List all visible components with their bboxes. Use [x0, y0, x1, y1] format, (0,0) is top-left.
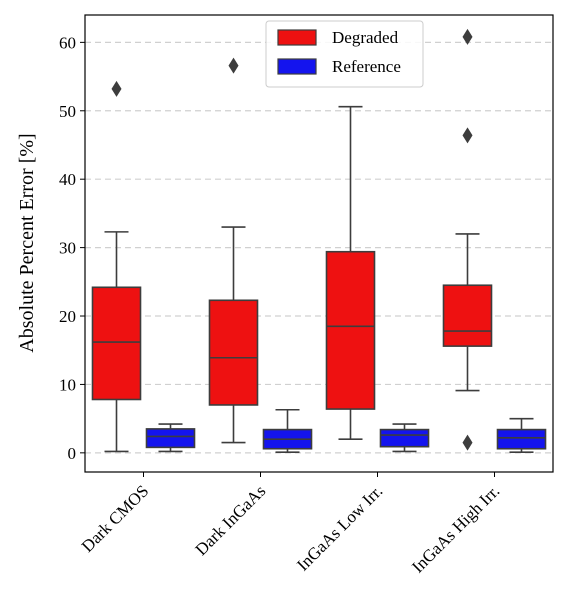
y-axis-label: Absolute Percent Error [%]: [16, 133, 38, 352]
legend-label-degraded: Degraded: [332, 28, 399, 47]
box-iqr: [91, 286, 142, 401]
x-tick-label: Dark InGaAs: [191, 481, 269, 559]
outlier-marker: [462, 28, 473, 45]
y-tick-label: 20: [59, 307, 76, 326]
box-iqr: [379, 428, 430, 448]
box-iqr: [208, 299, 259, 406]
box-iqr: [325, 250, 376, 410]
outlier-marker: [462, 434, 473, 451]
box-degraded: [325, 105, 376, 440]
y-tick-label: 10: [59, 375, 76, 394]
outlier-marker: [111, 80, 122, 97]
legend: Degraded Reference: [265, 20, 424, 88]
box-iqr: [496, 428, 547, 450]
box-reference: [379, 423, 430, 453]
legend-swatch-degraded: [277, 29, 317, 46]
x-tick-label: InGaAs Low Irr.: [293, 481, 386, 574]
grid-lines: [85, 41, 553, 454]
box-iqr: [442, 284, 493, 347]
box-reference: [145, 423, 196, 453]
box-degraded: [91, 80, 142, 453]
box-reference: [262, 408, 313, 453]
outlier-marker: [228, 57, 239, 74]
y-tick-label: 60: [59, 33, 76, 52]
x-tick-label: Dark CMOS: [78, 481, 153, 556]
box-reference: [496, 417, 547, 453]
box-degraded: [208, 57, 259, 444]
box-iqr: [145, 428, 196, 449]
y-tick-label: 30: [59, 239, 76, 258]
axes-frame: [84, 14, 554, 473]
legend-swatch-reference: [277, 58, 317, 75]
y-tick-label: 50: [59, 102, 76, 121]
plot-area: [91, 28, 547, 453]
outlier-marker: [462, 127, 473, 144]
y-tick-label: 0: [68, 444, 77, 463]
box-degraded: [442, 28, 493, 451]
x-tick-label: InGaAs High Irr.: [408, 481, 503, 576]
legend-label-reference: Reference: [332, 57, 401, 76]
y-tick-label: 40: [59, 170, 76, 189]
